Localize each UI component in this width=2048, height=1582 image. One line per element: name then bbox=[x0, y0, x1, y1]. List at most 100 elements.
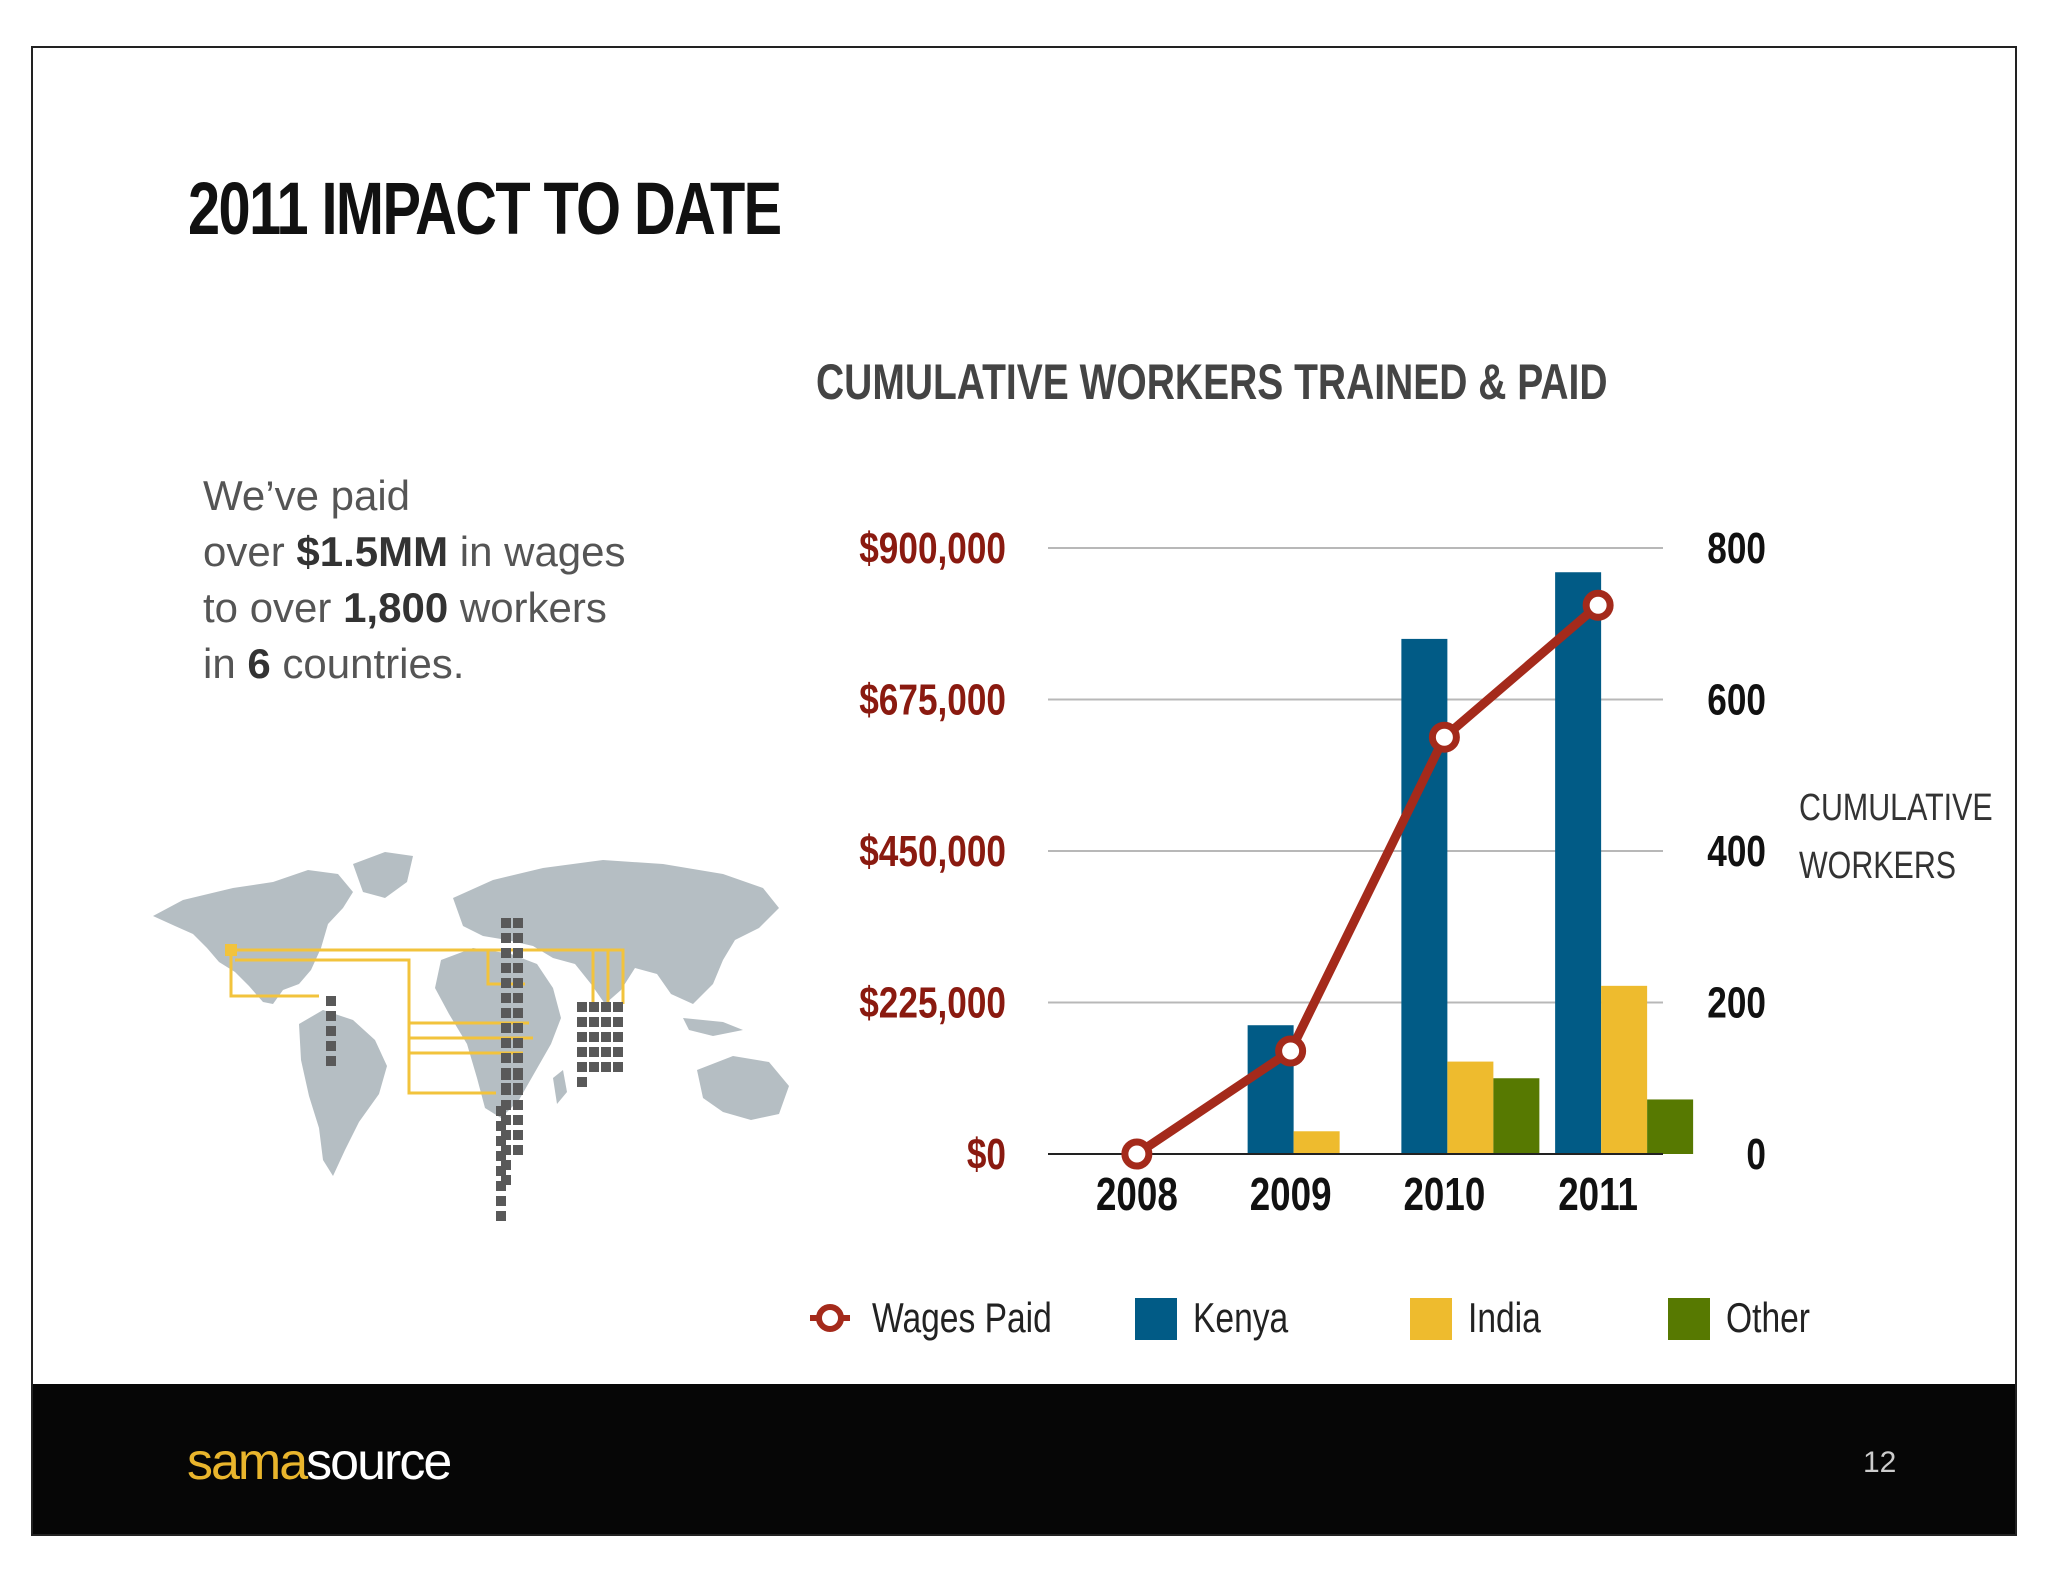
worker-square bbox=[496, 1121, 506, 1131]
worker-square bbox=[577, 1047, 587, 1057]
page-title: 2011 IMPACT TO DATE bbox=[188, 167, 782, 250]
worker-square bbox=[501, 1100, 511, 1110]
worker-square bbox=[496, 1166, 506, 1176]
bar-kenya bbox=[1555, 572, 1602, 1154]
worker-square bbox=[496, 1136, 506, 1146]
legend-swatch-other bbox=[1668, 1298, 1710, 1340]
worker-square bbox=[326, 1041, 336, 1051]
worker-square bbox=[501, 963, 511, 973]
worker-square bbox=[501, 1115, 511, 1125]
wages-point bbox=[1582, 589, 1614, 621]
worker-square bbox=[496, 1151, 506, 1161]
summary-text: We’ve paid bbox=[203, 472, 411, 519]
worker-square bbox=[613, 1002, 623, 1012]
legend-wages-swatch bbox=[816, 1304, 844, 1332]
y-axis-left-tick-label: $900,000 bbox=[859, 524, 1006, 573]
y-axis-left-tick-label: $675,000 bbox=[859, 676, 1006, 725]
worker-square bbox=[601, 1002, 611, 1012]
summary-text: over bbox=[203, 528, 297, 575]
world-map-illustration bbox=[153, 852, 789, 1221]
worker-square bbox=[501, 993, 511, 1003]
worker-square bbox=[326, 1011, 336, 1021]
chart-area: $0 $225,000 $450,000 $675,000 $900,000 0 200 40… bbox=[810, 524, 1993, 1342]
wages-total: $1.5MM bbox=[296, 528, 449, 575]
y-axis-left-tick-label: $225,000 bbox=[859, 979, 1006, 1028]
worker-square bbox=[613, 1032, 623, 1042]
worker-square bbox=[496, 1211, 506, 1221]
worker-square bbox=[577, 1077, 587, 1087]
chart-title: CUMULATIVE WORKERS TRAINED & PAID bbox=[816, 354, 1608, 410]
worker-square bbox=[513, 1130, 523, 1140]
slide: 2011 IMPACT TO DATE We’ve paid over $1.5… bbox=[31, 46, 2017, 1536]
y-axis-right-title: CUMULATIVE bbox=[1799, 787, 1993, 829]
worker-square bbox=[501, 1085, 511, 1095]
map-landmass bbox=[153, 852, 789, 1176]
legend-label: Wages Paid bbox=[872, 1296, 1052, 1342]
worker-square bbox=[589, 1032, 599, 1042]
worker-square bbox=[513, 978, 523, 988]
brand-logo-part: source bbox=[306, 1433, 452, 1491]
bar-india bbox=[1601, 985, 1648, 1154]
worker-square bbox=[501, 1145, 511, 1155]
summary-text: countries. bbox=[270, 640, 465, 687]
bar-india bbox=[1447, 1061, 1494, 1154]
workers-total: 1,800 bbox=[343, 584, 449, 631]
worker-square bbox=[513, 1100, 523, 1110]
worker-square bbox=[589, 1047, 599, 1057]
worker-square bbox=[501, 1023, 511, 1033]
worker-square bbox=[613, 1047, 623, 1057]
worker-square bbox=[613, 1017, 623, 1027]
y-axis-right-tick-label: 400 bbox=[1707, 827, 1766, 876]
worker-square bbox=[589, 1062, 599, 1072]
worker-square bbox=[513, 933, 523, 943]
wages-point bbox=[1121, 1138, 1153, 1170]
worker-square bbox=[496, 1196, 506, 1206]
legend-label: India bbox=[1468, 1296, 1542, 1342]
worker-square bbox=[589, 1017, 599, 1027]
hq-marker bbox=[225, 944, 237, 956]
worker-square bbox=[613, 1062, 623, 1072]
worker-square bbox=[513, 1008, 523, 1018]
legend-label: Kenya bbox=[1193, 1296, 1289, 1342]
worker-square bbox=[501, 1175, 511, 1185]
worker-square bbox=[501, 918, 511, 928]
worker-square bbox=[501, 978, 511, 988]
wages-point bbox=[1428, 721, 1460, 753]
brand-logo-part: sama bbox=[187, 1433, 308, 1491]
worker-square bbox=[513, 1145, 523, 1155]
worker-square bbox=[501, 933, 511, 943]
worker-square bbox=[501, 1070, 511, 1080]
worker-square bbox=[326, 996, 336, 1006]
worker-square bbox=[513, 1070, 523, 1080]
worker-square bbox=[501, 1008, 511, 1018]
y-axis-right-tick-label: 600 bbox=[1707, 676, 1766, 725]
worker-square bbox=[513, 918, 523, 928]
worker-square bbox=[601, 1032, 611, 1042]
worker-square bbox=[513, 948, 523, 958]
worker-square bbox=[601, 1047, 611, 1057]
worker-columns bbox=[326, 918, 623, 1221]
worker-square bbox=[501, 1160, 511, 1170]
page-number: 12 bbox=[1863, 1446, 1897, 1479]
footer-bar: samasource 12 bbox=[33, 1384, 2015, 1534]
legend-swatch-kenya bbox=[1135, 1298, 1177, 1340]
bar-india bbox=[1293, 1131, 1340, 1154]
summary-line: in 6 countries. bbox=[203, 636, 626, 692]
worker-square bbox=[513, 1085, 523, 1095]
bar-other bbox=[1493, 1078, 1540, 1154]
x-axis-tick-label: 2009 bbox=[1250, 1168, 1332, 1220]
worker-square bbox=[513, 1038, 523, 1048]
summary-text: workers bbox=[448, 584, 607, 631]
worker-square bbox=[601, 1062, 611, 1072]
y-axis-right-tick-label: 800 bbox=[1707, 524, 1766, 573]
worker-square bbox=[601, 1017, 611, 1027]
summary-line: to over 1,800 workers bbox=[203, 580, 626, 636]
summary-text: in bbox=[203, 640, 248, 687]
worker-square bbox=[589, 1002, 599, 1012]
worker-square bbox=[577, 1062, 587, 1072]
worker-square bbox=[501, 948, 511, 958]
worker-square bbox=[501, 1038, 511, 1048]
worker-square bbox=[326, 1026, 336, 1036]
worker-square bbox=[501, 1130, 511, 1140]
worker-square bbox=[501, 1053, 511, 1063]
